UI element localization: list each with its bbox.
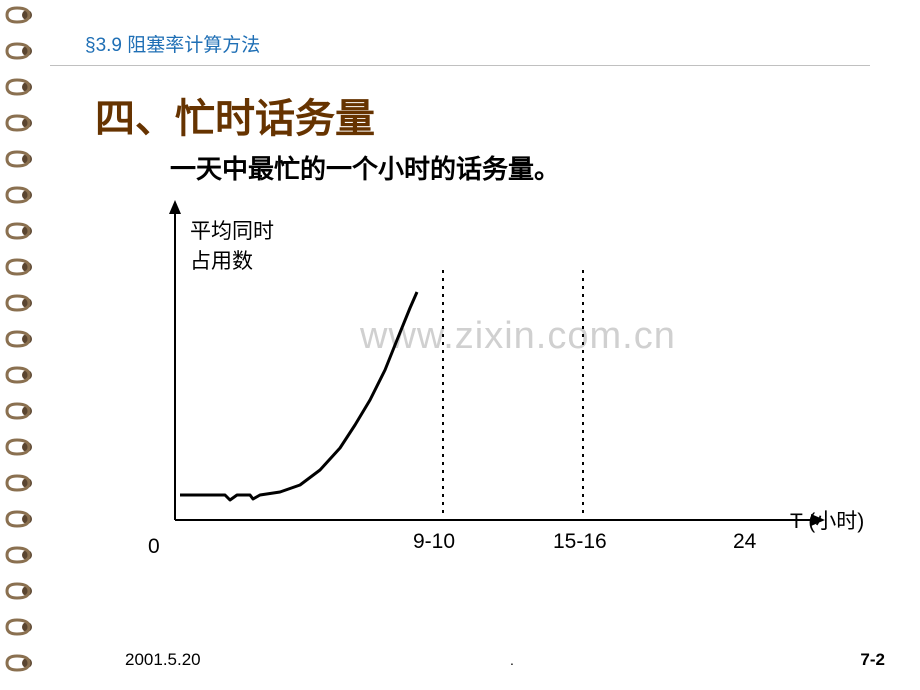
subtitle: 一天中最忙的一个小时的话务量。 <box>50 144 920 186</box>
spiral-ring <box>5 438 35 456</box>
spiral-ring <box>5 546 35 564</box>
footer-date: 2001.5.20 <box>125 650 201 670</box>
spiral-ring <box>5 582 35 600</box>
x-tick-label: 15-16 <box>553 530 607 554</box>
spiral-ring <box>5 294 35 312</box>
spiral-ring <box>5 618 35 636</box>
spiral-ring <box>5 474 35 492</box>
main-title: 四、忙时话务量 <box>50 66 920 144</box>
footer-page: 7-2 <box>860 650 885 670</box>
spiral-ring <box>5 186 35 204</box>
spiral-ring <box>5 402 35 420</box>
spiral-ring <box>5 6 35 24</box>
x-tick-label: 9-10 <box>413 530 455 554</box>
section-header: §3.9 阻塞率计算方法 <box>50 0 870 66</box>
spiral-ring <box>5 330 35 348</box>
spiral-ring <box>5 42 35 60</box>
footer-dot: . <box>510 652 514 668</box>
spiral-ring <box>5 510 35 528</box>
x-tick-label: 24 <box>733 530 756 554</box>
spiral-ring <box>5 78 35 96</box>
spiral-ring <box>5 366 35 384</box>
slide-content: §3.9 阻塞率计算方法 四、忙时话务量 一天中最忙的一个小时的话务量。 www… <box>50 0 920 690</box>
spiral-ring <box>5 114 35 132</box>
spiral-ring <box>5 150 35 168</box>
spiral-ring <box>5 258 35 276</box>
traffic-chart: www.zixin.com.cn 平均同时 占用数 T (小时) 0 9-101… <box>120 200 880 580</box>
spiral-binding <box>0 0 40 690</box>
chart-svg <box>120 200 880 580</box>
spiral-ring <box>5 222 35 240</box>
spiral-ring <box>5 654 35 672</box>
